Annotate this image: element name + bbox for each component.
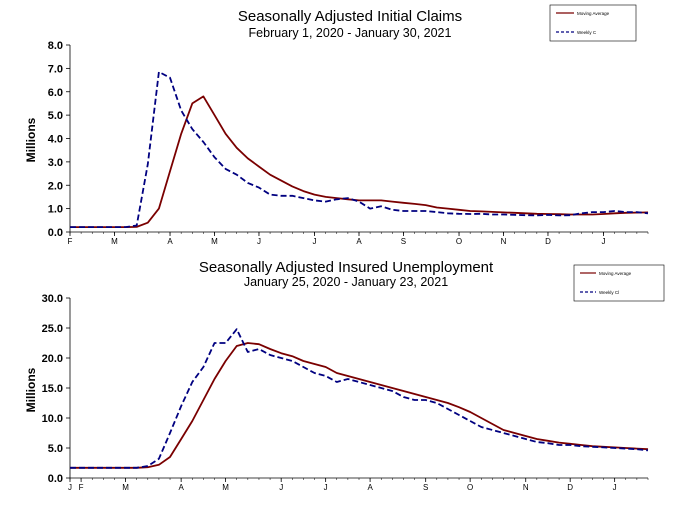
chart2-x-tick-label: N <box>523 483 529 492</box>
chart2-x-tick-label: M <box>222 483 229 492</box>
chart2-y-tick-label: 0.0 <box>48 473 63 485</box>
chart1-series-moving-average <box>70 95 649 229</box>
chart2-legend-weekly: Weekly Cl <box>599 290 619 295</box>
chart1-x-tick-label: O <box>456 237 462 246</box>
chart1-y-tick-label: 1.0 <box>48 204 63 216</box>
chart1-y-tick-label: 2.0 <box>48 180 63 192</box>
chart2-x-tick-label: A <box>178 483 184 492</box>
chart2-x-tick-label: D <box>567 483 573 492</box>
chart2-series-moving-average <box>70 342 649 469</box>
chart1-legend-moving-average: Moving Average <box>577 11 610 16</box>
chart1-y-tick-label: 3.0 <box>48 157 63 169</box>
chart1-legend: Moving Average Weekly C <box>549 4 637 42</box>
chart1-x-tick-label: J <box>257 237 261 246</box>
chart1-y-tick-label: 5.0 <box>48 110 63 122</box>
chart1-legend-weekly: Weekly C <box>577 30 597 35</box>
chart1-x-tick-label: M <box>111 237 118 246</box>
chart2-x-tick-label: J <box>279 483 283 492</box>
chart1-x-tick-label: A <box>356 237 362 246</box>
chart1-y-tick-label: 0.0 <box>48 227 63 239</box>
chart1-y-tick-label: 7.0 <box>48 63 63 75</box>
chart2-x-tick-label: M <box>122 483 129 492</box>
chart1-x-tick-label: J <box>313 237 317 246</box>
chart2-subtitle: January 25, 2020 - January 23, 2021 <box>244 275 448 289</box>
chart2-x-tick-label: S <box>423 483 428 492</box>
chart1-x-tick-label: J <box>602 237 606 246</box>
chart1-x-tick-label: M <box>211 237 218 246</box>
chart2-x-tick-label: J <box>68 483 72 492</box>
chart1-x-tick-label: A <box>167 237 173 246</box>
chart2-title: Seasonally Adjusted Insured Unemployment <box>199 259 494 276</box>
chart1-x-tick-label: D <box>545 237 551 246</box>
chart2-legend: Moving Average Weekly Cl <box>573 264 665 302</box>
chart1-y-tick-label: 6.0 <box>48 87 63 99</box>
chart2-y-tick-label: 30.0 <box>42 293 63 305</box>
chart2-y-tick-label: 25.0 <box>42 323 63 335</box>
chart1-plot-area: 0.0 1.0 2.0 3.0 4.0 5.0 6.0 7.0 8.0 F M A M J J A S O N D J <box>48 40 649 246</box>
chart1-y-tick-label: 8.0 <box>48 40 63 52</box>
chart2-y-tick-label: 20.0 <box>42 353 63 365</box>
chart2-x-tick-label: A <box>367 483 373 492</box>
chart2-series-weekly-cl <box>70 328 649 469</box>
chart1-x-tick-label: N <box>501 237 507 246</box>
chart1-x-tick-label: F <box>68 237 73 246</box>
chart2-x-tick-label: J <box>613 483 617 492</box>
chart1-x-tick-label: S <box>401 237 406 246</box>
chart1-y-axis-label: Millions <box>24 117 38 162</box>
chart2-x-tick-label: F <box>79 483 84 492</box>
chart2-x-tick-label: O <box>467 483 473 492</box>
chart2-plot-area: 0.05.010.015.020.025.030.0J F M A M J J A S O N D J <box>42 293 649 492</box>
chart2-y-tick-label: 5.0 <box>48 443 63 455</box>
chart1-title: Seasonally Adjusted Initial Claims <box>238 8 462 25</box>
chart2-y-tick-label: 15.0 <box>42 383 63 395</box>
chart2-x-tick-label: J <box>324 483 328 492</box>
chart2-legend-moving-average: Moving Average <box>599 271 632 276</box>
chart1-subtitle: February 1, 2020 - January 30, 2021 <box>249 26 452 40</box>
chart1-series-weekly-c <box>70 71 649 229</box>
chart2-y-tick-label: 10.0 <box>42 413 63 425</box>
chart2-y-axis-label: Millions <box>24 367 38 412</box>
chart1-y-tick-label: 4.0 <box>48 134 63 146</box>
